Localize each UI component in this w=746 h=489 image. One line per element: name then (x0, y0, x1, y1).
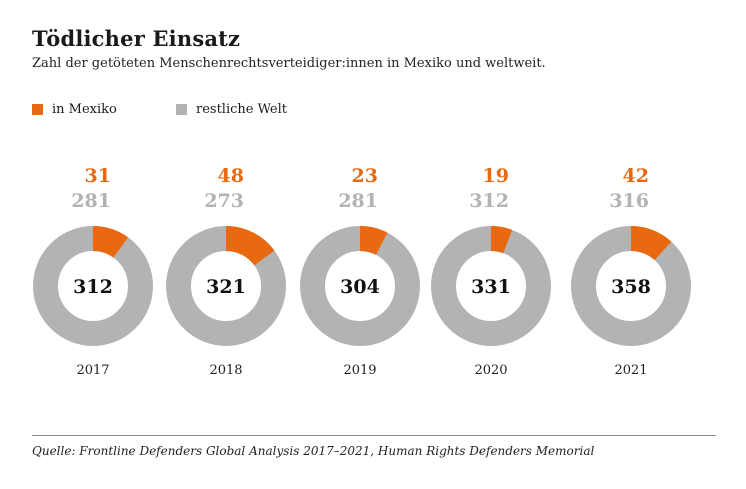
label-rest-2017: 281 (71, 190, 111, 212)
label-mexico-2017: 31 (85, 165, 111, 187)
legend: in Mexiko restliche Welt (32, 102, 432, 120)
year-label-2020: 2020 (474, 363, 507, 378)
total-2019: 304 (340, 276, 380, 298)
label-mexico-2021: 42 (623, 165, 649, 187)
year-label-2018: 2018 (209, 363, 242, 378)
legend-label-mexico: in Mexiko (52, 102, 117, 117)
year-label-2021: 2021 (614, 363, 647, 378)
chart-title: Tödlicher Einsatz (32, 26, 241, 51)
slice-mexico-2017 (93, 226, 129, 258)
donut-2019: 23 281 304 2019 (300, 165, 420, 378)
total-2017: 312 (73, 276, 113, 298)
slice-mexico-2018 (226, 226, 275, 266)
legend-label-rest: restliche Welt (196, 102, 287, 117)
donut-2021: 42 316 358 2021 (571, 165, 691, 378)
total-2021: 358 (611, 276, 651, 298)
total-2018: 321 (206, 276, 246, 298)
donut-charts: 31 281 312 2017 48 273 321 2018 23 281 304 2019 19 31… (33, 165, 691, 378)
donut-2017: 31 281 312 2017 (33, 165, 153, 378)
label-mexico-2018: 48 (218, 165, 244, 187)
legend-swatch-mexico (32, 104, 43, 115)
donut-2018: 48 273 321 2018 (166, 165, 286, 378)
slice-mexico-2019 (360, 226, 388, 255)
source-note: Quelle: Frontline Defenders Global Analy… (32, 444, 595, 458)
donut-2020: 19 312 331 2020 (431, 165, 551, 378)
year-label-2017: 2017 (76, 363, 109, 378)
slice-mexico-2021 (631, 226, 672, 261)
chart-subtitle: Zahl der getöteten Menschenrechtsverteid… (32, 56, 546, 71)
total-2020: 331 (471, 276, 511, 298)
label-rest-2018: 273 (204, 190, 244, 212)
footer-divider (32, 435, 716, 436)
label-mexico-2020: 19 (483, 165, 509, 187)
label-rest-2020: 312 (469, 190, 509, 212)
label-rest-2021: 316 (609, 190, 649, 212)
slice-mexico-2020 (491, 226, 513, 254)
label-mexico-2019: 23 (352, 165, 378, 187)
legend-item-rest: restliche Welt (176, 102, 287, 117)
year-label-2019: 2019 (343, 363, 376, 378)
label-rest-2019: 281 (338, 190, 378, 212)
legend-item-mexico: in Mexiko (32, 102, 117, 117)
legend-swatch-rest (176, 104, 187, 115)
